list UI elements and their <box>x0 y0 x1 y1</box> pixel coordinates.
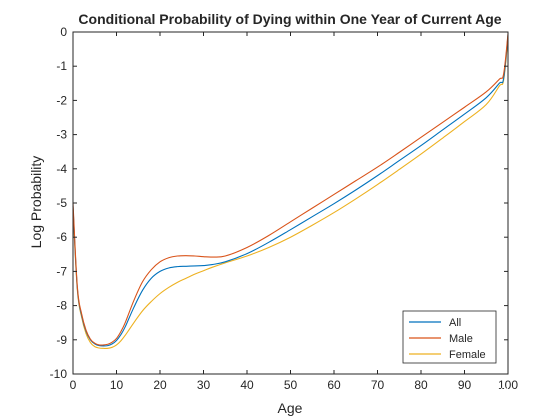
x-tick-label: 50 <box>284 378 298 392</box>
x-tick-label: 60 <box>327 378 341 392</box>
x-tick-label: 40 <box>240 378 254 392</box>
y-tick-label: -8 <box>56 299 67 313</box>
legend-label-all: All <box>449 317 461 329</box>
watermark-text: 知乎 @吃小羊 <box>429 387 511 402</box>
legend: All Male Female <box>402 310 497 364</box>
y-tick-label: -1 <box>56 59 67 73</box>
legend-label-female: Female <box>449 349 486 361</box>
y-tick-label: -5 <box>56 196 67 210</box>
x-axis: 0 10 20 30 40 50 60 70 80 90 100 <box>70 32 518 392</box>
y-axis: 0 -1 -2 -3 -4 -5 -6 -7 -8 -9 -10 <box>50 25 508 381</box>
watermark: 知乎 @吃小羊 <box>429 387 511 402</box>
y-tick-label: -6 <box>56 230 67 244</box>
chart-title: Conditional Probability of Dying within … <box>78 11 501 27</box>
x-tick-label: 80 <box>414 378 428 392</box>
x-tick-label: 30 <box>197 378 211 392</box>
x-tick-label: 90 <box>458 378 472 392</box>
x-tick-label: 10 <box>110 378 124 392</box>
x-tick-label: 20 <box>153 378 167 392</box>
y-tick-label: -7 <box>56 264 67 278</box>
legend-label-male: Male <box>449 333 473 345</box>
series-line-male <box>72 33 509 346</box>
y-tick-label: -2 <box>56 93 67 107</box>
y-tick-label: 0 <box>60 25 67 39</box>
x-tick-label: 70 <box>371 378 385 392</box>
y-tick-label: -9 <box>56 333 67 347</box>
series-line-all <box>72 34 509 347</box>
y-tick-label: -4 <box>56 162 67 176</box>
y-tick-label: -3 <box>56 128 67 142</box>
series-line-female <box>72 38 509 349</box>
x-tick-label: 0 <box>70 378 77 392</box>
y-axis-label: Log Probability <box>28 156 44 249</box>
x-axis-label: Age <box>278 400 303 416</box>
y-tick-label: -10 <box>50 367 68 381</box>
x-tick-label: 100 <box>498 378 518 392</box>
series-layer <box>72 33 509 349</box>
